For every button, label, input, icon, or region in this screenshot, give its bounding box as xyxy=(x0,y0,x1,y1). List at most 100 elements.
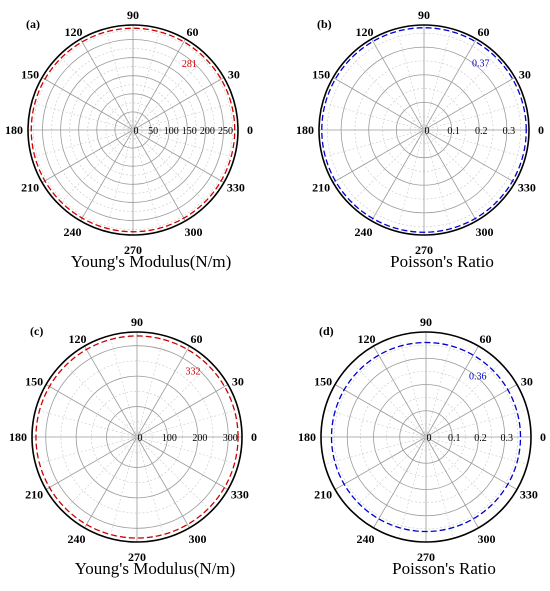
radial-tick-label: 150 xyxy=(182,126,197,137)
angle-tick-label: 210 xyxy=(312,181,330,195)
grid-spoke xyxy=(423,38,477,131)
angle-tick-label: 330 xyxy=(231,488,249,502)
grid-minor-spoke xyxy=(324,436,427,465)
angle-tick-label: 60 xyxy=(187,25,199,39)
grid-minor-spoke xyxy=(398,436,427,539)
grid-spoke xyxy=(334,384,427,438)
grid-minor-spoke xyxy=(136,362,212,438)
grid-minor-spoke xyxy=(425,436,454,539)
grid-minor-spoke xyxy=(136,409,239,438)
grid-spoke xyxy=(41,129,134,183)
angle-tick-label: 150 xyxy=(312,68,330,82)
chart-caption: Young's Modulus(N/m) xyxy=(75,559,236,578)
angle-tick-label: 30 xyxy=(519,68,531,82)
angle-tick-label: 330 xyxy=(518,181,536,195)
angle-tick-label: 240 xyxy=(64,225,82,239)
angle-tick-label: 270 xyxy=(124,243,142,257)
radial-tick-label: 200 xyxy=(192,433,207,444)
angle-tick-label: 120 xyxy=(65,25,83,39)
chart-caption: Poisson's Ratio xyxy=(390,252,494,271)
grid-minor-spoke xyxy=(396,129,425,232)
angle-tick-label: 240 xyxy=(357,532,375,546)
grid-spoke xyxy=(423,129,516,183)
radial-tick-label: 200 xyxy=(200,126,215,137)
angle-tick-label: 150 xyxy=(21,68,39,82)
grid-spoke xyxy=(80,38,134,131)
radial-tick-label: 100 xyxy=(162,433,177,444)
angle-tick-label: 30 xyxy=(521,375,533,389)
grid-minor-spoke xyxy=(35,436,138,465)
grid-minor-spoke xyxy=(425,436,501,512)
angle-tick-label: 150 xyxy=(314,375,332,389)
radial-tick-label: 0.1 xyxy=(447,126,460,137)
angle-tick-label: 60 xyxy=(478,25,490,39)
angle-tick-label: 180 xyxy=(296,123,314,137)
angle-tick-label: 120 xyxy=(356,25,374,39)
angle-tick-label: 150 xyxy=(25,375,43,389)
angle-tick-label: 90 xyxy=(131,315,143,329)
angle-tick-label: 90 xyxy=(418,8,430,22)
grid-minor-spoke xyxy=(132,129,161,232)
grid-minor-spoke xyxy=(322,102,425,131)
grid-minor-spoke xyxy=(423,129,499,205)
grid-minor-spoke xyxy=(425,362,501,438)
panel-letter: (d) xyxy=(319,324,334,338)
grid-minor-spoke xyxy=(62,436,138,512)
series-line-1 xyxy=(35,335,239,539)
panel-letter: (b) xyxy=(317,17,332,31)
grid-minor-spoke xyxy=(31,102,134,131)
grid-minor-spoke xyxy=(324,409,427,438)
radial-tick-label: 0.2 xyxy=(475,126,488,137)
grid-minor-spoke xyxy=(425,409,528,438)
grid-minor-spoke xyxy=(349,129,425,205)
series-line-1 xyxy=(30,27,236,233)
value-annotation: 0.37 xyxy=(472,58,490,69)
grid-spoke xyxy=(84,436,138,529)
grid-spoke xyxy=(132,129,225,183)
grid-spoke xyxy=(425,436,479,529)
grid-minor-spoke xyxy=(58,129,134,205)
grid-spoke xyxy=(425,436,518,490)
grid-minor-spoke xyxy=(423,129,526,158)
radial-tick-label: 0.3 xyxy=(503,126,516,137)
grid-minor-spoke xyxy=(132,55,208,131)
grid-spoke xyxy=(373,436,427,529)
grid-spoke xyxy=(132,77,225,131)
radial-tick-label: 0.1 xyxy=(448,433,461,444)
grid-spoke xyxy=(373,345,427,438)
radial-tick-label: 50 xyxy=(148,126,158,137)
angle-tick-label: 210 xyxy=(314,488,332,502)
angle-tick-label: 300 xyxy=(185,225,203,239)
grid-minor-spoke xyxy=(423,28,452,131)
angle-tick-label: 330 xyxy=(520,488,538,502)
grid-minor-spoke xyxy=(396,28,425,131)
grid-minor-spoke xyxy=(136,335,165,438)
grid-spoke xyxy=(136,384,229,438)
chart-caption: Poisson's Ratio xyxy=(392,559,496,578)
grid-minor-spoke xyxy=(423,102,526,131)
angle-tick-label: 330 xyxy=(227,181,245,195)
radial-tick-label: 0 xyxy=(427,433,432,444)
grid-spoke xyxy=(84,345,138,438)
grid-spoke xyxy=(136,345,190,438)
grid-spoke xyxy=(136,436,190,529)
grid-minor-spoke xyxy=(423,129,452,232)
angle-tick-label: 90 xyxy=(420,315,432,329)
grid-minor-spoke xyxy=(132,129,235,158)
angle-tick-label: 120 xyxy=(358,332,376,346)
grid-minor-spoke xyxy=(105,28,134,131)
grid-spoke xyxy=(334,436,427,490)
grid-spoke xyxy=(45,384,138,438)
grid-minor-spoke xyxy=(351,436,427,512)
radial-tick-label: 0.2 xyxy=(474,433,487,444)
grid-minor-spoke xyxy=(425,436,528,465)
outer-axis-circle xyxy=(318,24,530,236)
outer-axis-circle xyxy=(27,24,239,236)
angle-tick-label: 90 xyxy=(127,8,139,22)
angle-tick-label: 300 xyxy=(476,225,494,239)
grid-spoke xyxy=(332,129,425,183)
grid-spoke xyxy=(423,129,477,222)
angle-tick-label: 240 xyxy=(355,225,373,239)
grid-minor-spoke xyxy=(425,335,454,438)
